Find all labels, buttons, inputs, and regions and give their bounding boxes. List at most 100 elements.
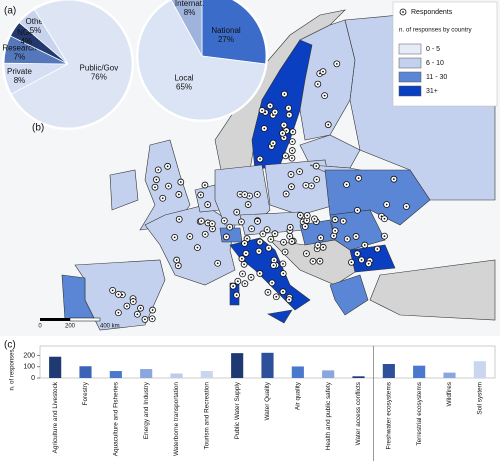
pie-label: National (211, 26, 241, 35)
respondent-marker-dot (243, 282, 246, 285)
pie-value-label: 27% (218, 35, 234, 44)
x-tick-label: Water access conflicts (355, 382, 362, 445)
respondent-marker-dot (155, 178, 158, 181)
respondent-marker-dot (274, 111, 276, 114)
x-tick-label: Public Water Supply (234, 381, 241, 439)
country (229, 237, 311, 311)
respondent-marker-dot (204, 184, 206, 186)
bar (261, 352, 274, 378)
respondent-marker-dot (357, 177, 360, 180)
panel-label: (b) (32, 123, 44, 134)
panel-label: (a) (4, 6, 16, 17)
respondent-marker-dot (285, 193, 288, 195)
respondent-marker-dot (177, 264, 180, 267)
respondent-marker-dot (291, 149, 294, 152)
respondent-marker-dot (306, 214, 309, 217)
respondent-marker-dot (383, 217, 386, 220)
x-tick-label: Air quality (295, 381, 302, 410)
respondent-marker-dot (304, 225, 307, 228)
bar (322, 370, 335, 378)
respondent-marker-dot (323, 94, 326, 97)
x-tick-label: Forestry (82, 381, 89, 405)
respondent-marker-dot (291, 240, 293, 243)
respondent-marker-dot (345, 183, 348, 186)
respondent-marker-dot (136, 313, 139, 316)
respondent-marker-dot (166, 165, 169, 168)
legend-swatch (398, 43, 422, 55)
respondent-marker-dot (288, 298, 291, 301)
respondent-marker-dot (139, 307, 142, 310)
respondent-marker-dot (290, 173, 292, 176)
country (329, 274, 369, 316)
respondent-marker-dot (288, 114, 291, 116)
pie-value-label: 8% (14, 76, 26, 85)
respondent-marker-dot (272, 264, 275, 267)
bar (170, 373, 183, 378)
respondent-marker-dot (240, 220, 243, 223)
respondent-marker-dot (322, 246, 325, 249)
respondent-marker-dot (151, 317, 154, 320)
respondent-marker-dot (243, 193, 246, 196)
scale-label: 200 (65, 324, 76, 330)
bar (231, 353, 244, 378)
respondent-marker-dot (204, 233, 207, 236)
respondent-marker-dot (154, 186, 156, 189)
bar (109, 371, 122, 378)
legend-label: 6 - 10 (426, 60, 444, 67)
respondent-marker-dot (211, 227, 214, 230)
respondent-marker-dot (304, 184, 307, 187)
respondent-marker-dot (125, 305, 128, 307)
respondent-marker-dot (392, 178, 395, 181)
pie-label: Private (7, 67, 32, 76)
respondent-marker-dot (250, 276, 252, 279)
legend-label: 31+ (426, 88, 438, 95)
y-tick-label: 100 (23, 364, 35, 371)
respondent-marker-dot (287, 107, 290, 110)
respondent-marker-dot (256, 193, 259, 196)
respondent-marker-dot (256, 220, 259, 223)
respondent-marker-dot (335, 62, 338, 65)
respondent-marker-dot (383, 235, 386, 238)
map-legend: Respondents n. of responses by country 0 -… (392, 1, 498, 107)
legend-title: n. of responses by country (399, 27, 472, 34)
respondent-marker-dot (274, 232, 276, 235)
bar (140, 369, 153, 378)
bar (443, 372, 456, 378)
respondent-marker-dot (232, 285, 235, 288)
respondent-markers (109, 60, 410, 323)
legend-swatch (398, 71, 422, 83)
scale-label: 0 (38, 324, 42, 330)
respondent-marker-dot (305, 252, 308, 255)
respondent-marker-dot (269, 238, 272, 241)
x-tick-label: Tourism and Recreation (204, 382, 211, 450)
respondent-marker-dot (319, 236, 322, 239)
country (109, 169, 139, 211)
x-tick-label: Aquaculture and Fisheries (113, 382, 120, 456)
respondent-marker-dot (269, 104, 272, 107)
respondent-marker-dot (157, 168, 160, 171)
respondent-marker-dot (207, 222, 209, 224)
scale-label: 400 km (100, 324, 120, 330)
respondent-marker-dot (290, 185, 293, 188)
respondent-marker-dot (258, 272, 261, 275)
respondent-marker-dot (282, 262, 284, 265)
respondent-marker-dot (283, 93, 286, 95)
x-tick-label: Water Quality (264, 381, 271, 420)
respondent-marker-dot (132, 300, 135, 303)
respondent-marker-dot (281, 132, 284, 135)
respondent-marker-dot (322, 70, 324, 73)
respondent-marker-dot (315, 165, 318, 167)
pie-slice (10, 0, 133, 129)
x-tick-label: Freshwater ecosystems (386, 382, 393, 449)
respondent-marker-dot (175, 259, 178, 261)
respondent-marker-dot (376, 248, 379, 250)
bar (473, 361, 486, 378)
y-tick-label: 0 (31, 375, 35, 382)
respondent-marker-dot (346, 238, 349, 240)
respondent-marker-dot (272, 142, 274, 144)
respondent-marker-dot (241, 257, 243, 260)
pie-label: Research (2, 44, 36, 53)
respondent-marker-dot (284, 154, 287, 157)
pie-slice (137, 0, 266, 121)
respondent-marker-dot (196, 246, 199, 249)
